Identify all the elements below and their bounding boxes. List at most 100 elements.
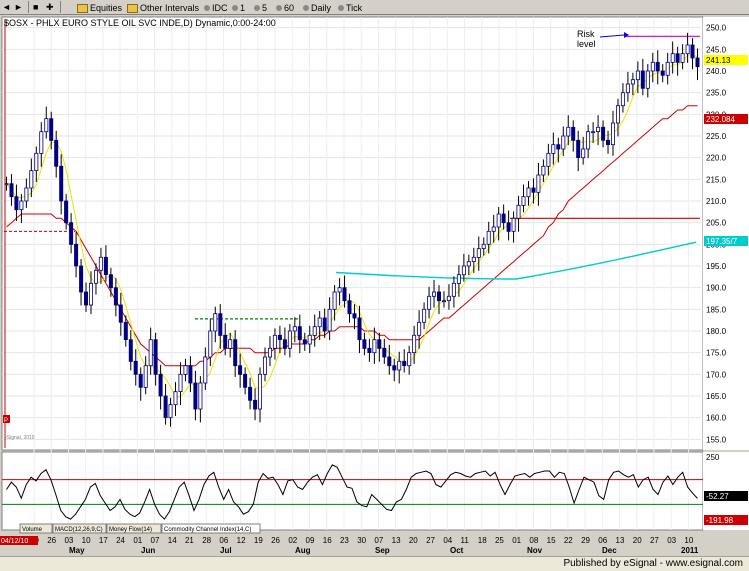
cci-series (2, 464, 703, 520)
other-intervals-button[interactable]: Other Intervals (125, 1, 201, 15)
candle-body (471, 256, 476, 263)
candle-body (611, 122, 616, 146)
add-icon[interactable]: ✚ (46, 2, 54, 12)
candle-body (218, 313, 223, 336)
candle-body (94, 269, 99, 284)
x-month-label: Jun (141, 546, 155, 555)
candle-body (501, 213, 506, 224)
interval-1-button[interactable]: 1 (230, 1, 247, 15)
candle-body (59, 165, 64, 202)
candle-body (312, 326, 317, 336)
x-tick-label: 29 (581, 536, 590, 545)
x-tick-label: 12 (237, 536, 246, 545)
y-tick-label: 225.0 (706, 132, 727, 141)
x-tick-label: 06 (219, 536, 228, 545)
candle-body (307, 334, 312, 345)
other-intervals-label: Other Intervals (140, 3, 200, 13)
x-tick-label: 21 (185, 536, 194, 545)
candle-body (302, 339, 307, 345)
x-tick-label: 27 (426, 536, 435, 545)
x-tick-label: 26 (271, 536, 280, 545)
candle-body (257, 373, 262, 410)
candle-body (352, 313, 357, 319)
candle-body (123, 321, 128, 340)
tab-macd[interactable] (52, 523, 107, 534)
x-tick-label: 13 (616, 536, 625, 545)
candle-body (29, 170, 34, 189)
y-tick-label: 235.0 (706, 89, 727, 98)
interval-daily-button[interactable]: Daily (301, 1, 333, 15)
tab-volume[interactable] (19, 523, 53, 534)
forward-icon[interactable]: ► (14, 2, 23, 12)
x-tick-label: 20 (633, 536, 642, 545)
candle-body (640, 70, 645, 89)
candle-body (571, 126, 576, 141)
candle-body (531, 187, 536, 193)
candle-body (417, 321, 422, 336)
y-tick-label: 220.0 (706, 154, 727, 163)
candle-body (108, 274, 113, 289)
candle-body (466, 261, 471, 267)
candle-body (213, 313, 218, 332)
interval-5-label: 5 (262, 3, 268, 13)
equities-label: Equities (90, 3, 123, 13)
candle-body (84, 291, 89, 306)
start-date-tag (0, 536, 38, 545)
candle-body (486, 230, 491, 245)
interval-tick-button[interactable]: Tick (336, 1, 364, 15)
candle-body (680, 53, 685, 63)
y-tick-label: 195.0 (706, 262, 727, 271)
candle-body (382, 347, 387, 358)
candle-body (526, 187, 531, 198)
candle-body (451, 282, 456, 297)
candle-body (272, 334, 277, 349)
tab-money-flow[interactable] (106, 523, 162, 534)
candle-body (14, 196, 19, 211)
x-month-label: Nov (527, 546, 543, 555)
candle-body (461, 265, 466, 276)
tab-volume-label: Volume (22, 527, 43, 533)
ma-price-value: 232.084 (706, 115, 735, 124)
interval-idc-button[interactable]: IDC (202, 1, 230, 15)
candle-body (616, 105, 621, 124)
candle-body (287, 330, 292, 349)
x-month-label: Jul (220, 546, 232, 555)
tab-cci[interactable] (161, 523, 261, 534)
x-tick-label: 22 (564, 536, 573, 545)
x-month-label: Dec (602, 546, 617, 555)
candle-body (138, 373, 143, 388)
x-tick-label: 09 (306, 536, 315, 545)
tick-label: Tick (346, 3, 363, 13)
toolbar: ◄ ► ■ ✚ Equities Other Intervals IDC 1 5… (0, 0, 749, 15)
cyan-curve (335, 241, 697, 280)
back-icon[interactable]: ◄ (2, 2, 11, 12)
x-tick-label: 26 (47, 536, 56, 545)
candle-body (69, 222, 74, 245)
x-tick-label: 01 (512, 536, 521, 545)
y-tick-label: 215.0 (706, 175, 727, 184)
candle-body (645, 70, 650, 89)
toolbar-separator (28, 1, 29, 13)
x-month-label: Oct (450, 546, 464, 555)
x-tick-label: 01 (133, 536, 142, 545)
candle-body (54, 139, 59, 167)
candle-body (98, 256, 103, 271)
equities-button[interactable]: Equities (75, 1, 124, 15)
interval-5-button[interactable]: 5 (252, 1, 269, 15)
x-tick-label: 17 (99, 536, 108, 545)
candle-body (198, 382, 203, 410)
candle-body (173, 391, 178, 406)
x-tick-label: 25 (495, 536, 504, 545)
candle-body (362, 339, 367, 349)
candle-body (243, 373, 248, 388)
candle-body (561, 135, 566, 150)
candle-body (476, 248, 481, 258)
lock-icon[interactable]: ■ (33, 2, 39, 12)
y-tick-label: 205.0 (706, 219, 727, 228)
tab-money-flow-label: Money Flow(14) (109, 527, 152, 533)
price-chart[interactable]: 155.0 160.0 165.0 170.0 175.0 180.0 185.0 190.0… (0, 15, 749, 555)
candle-body (506, 222, 511, 232)
x-month-label: May (69, 546, 85, 555)
candle-body (34, 152, 39, 172)
interval-60-button[interactable]: 60 (274, 1, 296, 15)
